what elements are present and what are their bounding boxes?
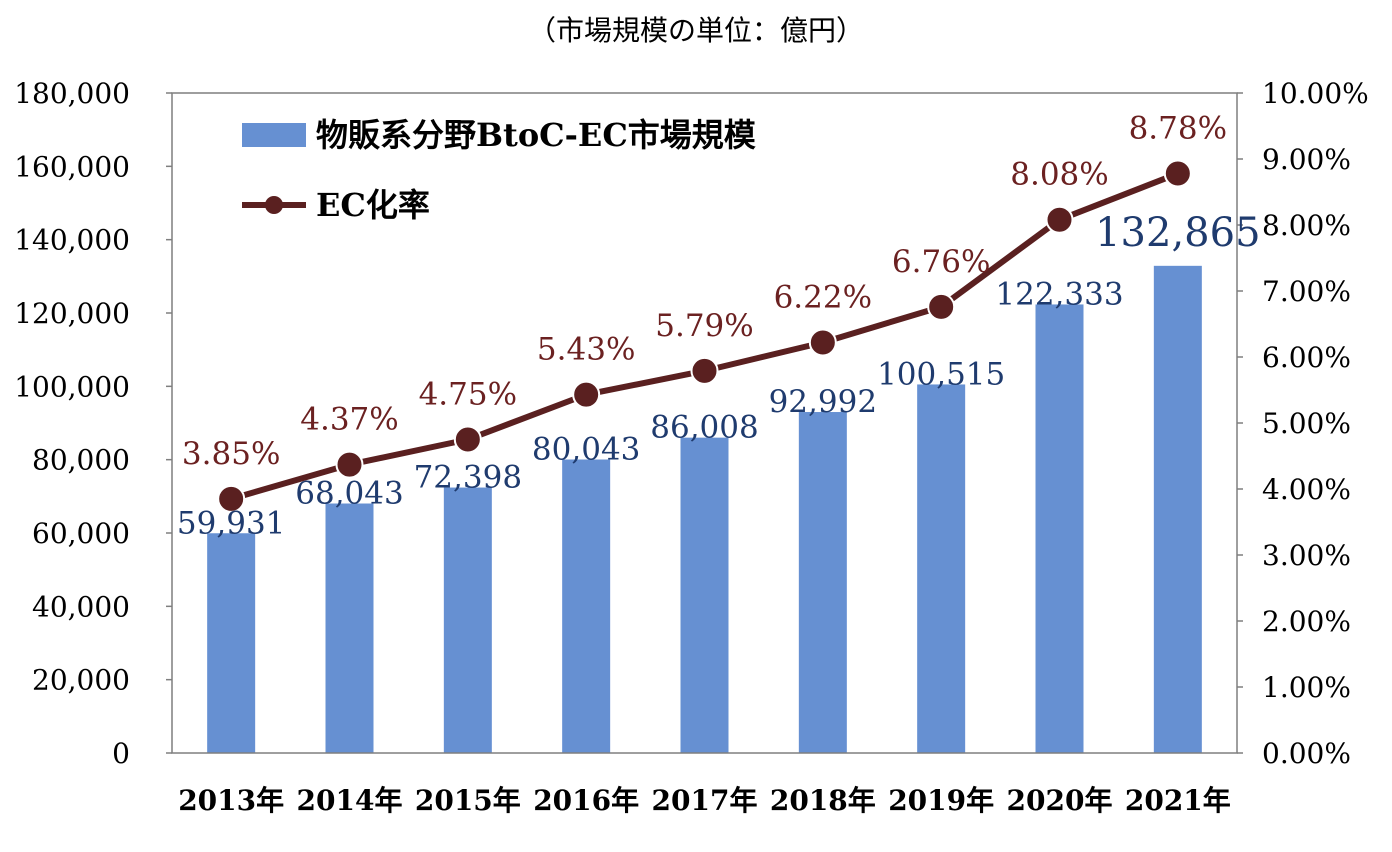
ec-rate-point (572, 380, 601, 409)
bar-2021年 (1153, 265, 1202, 753)
right-tick-label: 1.00% (1262, 671, 1351, 704)
bar-2013年 (207, 533, 256, 753)
ec-rate-point (1045, 205, 1074, 234)
left-tick-label: 40,000 (32, 590, 130, 623)
ec-rate-label: 8.08% (1010, 157, 1108, 193)
bar-2014年 (325, 503, 374, 753)
bar-2016年 (562, 459, 611, 753)
right-tick-label: 4.00% (1262, 473, 1351, 506)
bar-value-label: 68,043 (295, 476, 403, 512)
ec-rate-point (808, 328, 837, 357)
right-tick-label: 8.00% (1262, 209, 1351, 242)
legend: 物販系分野BtoC-EC市場規模 EC化率 (242, 116, 756, 224)
right-tick-label: 2.00% (1262, 605, 1351, 638)
ec-rate-label: 3.85% (182, 436, 280, 472)
ec-rate-point (690, 356, 719, 385)
left-tick-label: 100,000 (14, 370, 130, 403)
left-tick-label: 60,000 (32, 517, 130, 550)
x-tick-label: 2018年 (770, 784, 876, 817)
x-tick-label: 2014年 (297, 784, 403, 817)
legend-bar-label: 物販系分野BtoC-EC市場規模 (316, 116, 756, 154)
bar-2019年 (917, 384, 966, 753)
right-tick-label: 10.00% (1262, 77, 1369, 110)
bar-value-label: 100,515 (877, 356, 1005, 392)
ec-rate-point (217, 484, 246, 513)
ec-rate-point (927, 292, 956, 321)
bar-2020年 (1035, 304, 1084, 753)
x-tick-label: 2013年 (178, 784, 284, 817)
ec-rate-label: 5.79% (655, 308, 753, 344)
legend-bar-swatch (242, 123, 306, 147)
ec-rate-label: 6.22% (774, 279, 872, 315)
x-tick-label: 2021年 (1125, 784, 1231, 817)
left-tick-label: 80,000 (32, 444, 130, 477)
left-tick-label: 120,000 (14, 297, 130, 330)
ec-rate-point (453, 425, 482, 454)
x-tick-label: 2019年 (888, 784, 994, 817)
bar-value-label: 92,992 (769, 384, 877, 420)
left-tick-label: 180,000 (14, 77, 130, 110)
ec-rate-label: 6.76% (892, 244, 990, 280)
right-tick-label: 5.00% (1262, 407, 1351, 440)
ec-rate-label: 4.37% (300, 402, 398, 438)
legend-line-marker (265, 196, 283, 214)
bar-value-label: 59,931 (177, 505, 285, 541)
right-tick-label: 3.00% (1262, 539, 1351, 572)
left-tick-label: 0 (112, 737, 130, 770)
left-tick-label: 140,000 (14, 224, 130, 257)
legend-line-label: EC化率 (316, 186, 430, 224)
ec-rate-label: 8.78% (1129, 111, 1227, 147)
bar-2015年 (443, 487, 492, 753)
bar-value-label: 80,043 (532, 432, 640, 468)
x-tick-label: 2016年 (533, 784, 639, 817)
x-tick-label: 2020年 (1007, 784, 1113, 817)
bar-2018年 (798, 412, 847, 753)
bar-value-label: 122,333 (995, 276, 1123, 312)
ec-rate-point (1163, 159, 1192, 188)
unit-note: （市場規模の単位：億円） (528, 14, 864, 47)
right-tick-label: 0.00% (1262, 737, 1351, 770)
bar-value-label: 86,008 (650, 410, 758, 446)
left-tick-label: 160,000 (14, 150, 130, 183)
ec-rate-point (335, 450, 364, 479)
ec-rate-label: 5.43% (537, 332, 635, 368)
x-tick-label: 2017年 (652, 784, 758, 817)
x-tick-label: 2015年 (415, 784, 521, 817)
right-tick-label: 6.00% (1262, 341, 1351, 374)
bar-2017年 (680, 437, 729, 753)
left-tick-label: 20,000 (32, 664, 130, 697)
right-tick-label: 7.00% (1262, 275, 1351, 308)
ec-rate-label: 4.75% (419, 377, 517, 413)
bar-value-label: 132,865 (1095, 210, 1260, 256)
plot-area-frame (171, 92, 1238, 754)
bar-value-label: 72,398 (414, 460, 522, 496)
right-tick-label: 9.00% (1262, 143, 1351, 176)
